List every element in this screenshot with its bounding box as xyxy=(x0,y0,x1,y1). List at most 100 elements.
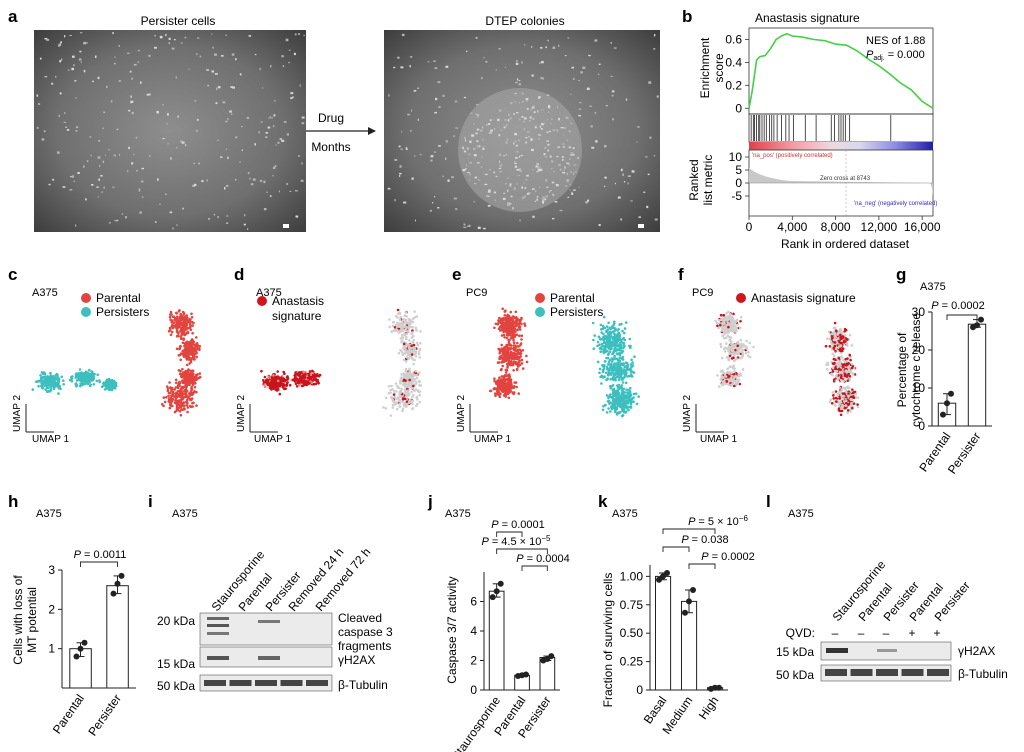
umap-cell-point xyxy=(620,377,624,381)
umap-cell-point xyxy=(175,347,179,351)
umap-cell-point xyxy=(398,405,402,409)
umap-cell-point xyxy=(405,371,409,375)
umap-cell-point xyxy=(596,344,599,348)
umap-cell-point xyxy=(413,374,416,377)
umap-cell-point xyxy=(619,366,622,370)
umap-cell-point xyxy=(185,353,188,356)
cell-speck xyxy=(430,155,434,158)
umap-cell-point xyxy=(513,344,517,347)
umap-cell-point xyxy=(415,396,418,399)
cell-speck xyxy=(610,42,612,44)
umap-cell-point xyxy=(168,381,171,384)
umap-cell-point xyxy=(504,316,508,320)
umap-cell-point xyxy=(605,349,609,353)
cell-speck xyxy=(235,136,238,139)
umap-cell-point xyxy=(719,313,723,317)
cell-speck xyxy=(267,126,271,129)
umap-cell-point xyxy=(187,382,191,386)
umap-cell-point xyxy=(620,384,624,387)
cell-speck xyxy=(231,53,235,56)
cell-speck xyxy=(36,94,39,97)
cell-speck xyxy=(534,126,537,129)
cell-speck xyxy=(217,216,219,219)
cell-speck xyxy=(552,193,554,196)
umap-cell-point xyxy=(721,369,724,372)
cell-speck xyxy=(80,61,82,63)
umap-cell-point xyxy=(626,402,630,405)
cell-speck xyxy=(521,116,524,118)
cell-speck xyxy=(262,87,264,89)
cell-speck xyxy=(585,201,588,204)
cell-speck xyxy=(551,181,555,184)
umap-cell-point xyxy=(500,385,504,389)
cell-speck xyxy=(148,93,151,96)
umap-cell-point xyxy=(509,310,513,314)
umap-cell-point xyxy=(182,355,186,359)
umap-cell-point xyxy=(90,378,93,381)
umap-cell-point xyxy=(607,345,611,349)
cell-speck xyxy=(547,39,549,42)
umap-cell-point xyxy=(612,374,615,378)
cell-speck xyxy=(103,186,105,189)
cell-speck xyxy=(508,113,511,116)
cell-speck xyxy=(498,109,502,112)
umap-cell-point xyxy=(635,402,639,406)
umap-cell-point xyxy=(195,344,199,347)
umap-cell-point xyxy=(294,371,297,374)
cell-speck xyxy=(226,215,229,217)
umap-cell-point xyxy=(745,347,749,350)
cell-speck xyxy=(516,78,519,81)
umap-cell-point xyxy=(523,322,526,325)
cell-speck xyxy=(531,74,534,77)
umap-cell-point xyxy=(179,337,183,341)
cell-speck xyxy=(216,87,218,91)
cell-speck xyxy=(503,126,506,129)
cell-speck xyxy=(507,202,510,204)
umap-cell-point xyxy=(179,369,182,373)
cell-speck xyxy=(275,144,277,146)
umap-cell-point xyxy=(194,378,197,382)
cell-speck xyxy=(476,128,480,131)
cell-speck xyxy=(411,109,413,112)
umap-cell-point xyxy=(388,318,391,321)
umap-cell-point xyxy=(57,378,61,381)
umap-cell-point xyxy=(504,374,508,378)
umap-cell-point xyxy=(274,386,278,389)
umap-cell-point xyxy=(183,374,186,378)
cell-speck xyxy=(548,191,551,193)
cell-speck xyxy=(119,153,121,156)
umap-cell-point xyxy=(606,378,609,381)
umap-cell-point xyxy=(412,338,416,342)
cell-speck xyxy=(545,179,548,182)
umap-cell-point xyxy=(608,394,612,398)
umap-cell-point xyxy=(181,385,184,389)
umap-cell-point xyxy=(852,402,856,405)
umap-cell-point xyxy=(183,379,187,383)
umap-cell-point xyxy=(614,344,617,347)
panel-label-a: a xyxy=(8,7,18,26)
gsea-xtick-label: 12,000 xyxy=(861,220,898,234)
cell-speck xyxy=(499,160,501,163)
cell-speck xyxy=(101,191,103,193)
cell-speck xyxy=(447,179,450,182)
umap-cell-point xyxy=(195,342,199,345)
umap-cell-point xyxy=(512,369,515,372)
cell-speck xyxy=(567,37,570,39)
cell-speck xyxy=(97,196,99,198)
cell-speck xyxy=(226,222,229,224)
umap-cell-point xyxy=(592,338,595,342)
umap-cell-point xyxy=(183,385,187,388)
umap-cell-point xyxy=(182,331,186,334)
cell-speck xyxy=(570,154,572,156)
umap-cell-point xyxy=(602,315,606,319)
cell-speck xyxy=(487,123,491,125)
umap-cell-point xyxy=(739,338,743,342)
cell-speck xyxy=(272,125,275,128)
umap-cell-point xyxy=(413,310,416,313)
umap-cell-point xyxy=(517,323,520,326)
cell-speck xyxy=(162,138,165,140)
cell-speck xyxy=(285,38,289,42)
umap-cell-point xyxy=(736,381,740,385)
umap-cell-point xyxy=(599,350,602,354)
cell-speck xyxy=(563,169,565,171)
